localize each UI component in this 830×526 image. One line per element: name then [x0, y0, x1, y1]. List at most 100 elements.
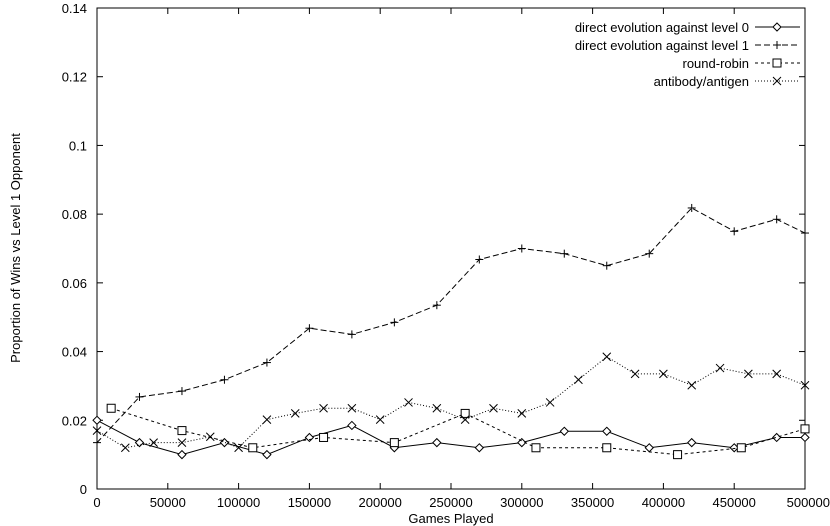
data-point	[177, 387, 186, 396]
legend-marker	[772, 22, 782, 32]
data-point	[390, 318, 399, 327]
data-point	[432, 403, 442, 413]
data-point	[262, 358, 271, 367]
data-point	[106, 403, 116, 413]
series-line	[111, 407, 806, 456]
data-point	[177, 449, 187, 460]
x-tick-label: 200000	[359, 495, 402, 510]
data-point	[389, 438, 399, 448]
data-point	[489, 403, 498, 413]
legend-marker	[772, 76, 782, 86]
legend-label: direct evolution against level 1	[575, 38, 749, 53]
series-line	[96, 356, 806, 449]
data-point	[134, 437, 145, 448]
y-tick-label: 0.14	[62, 1, 87, 16]
data-point	[375, 415, 385, 424]
data-point	[659, 369, 668, 379]
x-tick-label: 150000	[288, 495, 331, 510]
x-tick-label: 500000	[787, 495, 830, 510]
data-point	[531, 443, 541, 453]
data-point	[800, 424, 810, 434]
legend-label: round-robin	[683, 56, 750, 71]
data-point	[474, 443, 485, 453]
data-point	[432, 437, 442, 448]
data-point	[645, 249, 654, 258]
data-point	[602, 443, 612, 453]
data-point	[800, 380, 810, 390]
data-point	[801, 229, 809, 238]
y-tick-label: 0	[80, 482, 87, 497]
y-tick-label: 0.02	[62, 413, 87, 428]
data-point	[630, 369, 640, 379]
y-tick-label: 0.08	[62, 207, 87, 222]
data-point	[347, 403, 357, 413]
data-point	[290, 409, 300, 418]
series-line	[96, 419, 805, 456]
data-point	[92, 415, 102, 425]
x-axis-label: Games Played	[408, 511, 493, 526]
series-layer	[92, 203, 810, 460]
x-tick-label: 450000	[713, 495, 756, 510]
data-point	[149, 438, 158, 447]
y-tick-label: 0.04	[62, 345, 87, 360]
legend-label: direct evolution against level 0	[575, 20, 749, 35]
data-point	[736, 443, 746, 453]
data-point	[517, 437, 527, 448]
series-line	[96, 207, 806, 443]
data-point	[262, 449, 272, 460]
y-axis-label: Proportion of Wins vs Level 1 Opponent	[8, 133, 23, 363]
data-point	[305, 324, 314, 333]
data-point	[135, 392, 144, 401]
x-tick-label: 350000	[571, 495, 614, 510]
data-point	[92, 426, 102, 435]
data-point	[460, 415, 470, 424]
data-point	[687, 203, 696, 212]
data-point	[602, 426, 612, 436]
data-point	[559, 426, 569, 436]
legend-marker	[773, 41, 781, 49]
x-tick-label: 100000	[217, 495, 260, 510]
data-point	[687, 437, 697, 448]
legend: direct evolution against level 0 direct e…	[575, 20, 800, 89]
data-point	[771, 432, 782, 443]
data-point	[560, 249, 569, 258]
data-point	[234, 443, 243, 453]
series-2	[93, 203, 809, 447]
data-point	[220, 375, 229, 384]
y-tick-label: 0.12	[62, 70, 87, 85]
data-point	[93, 438, 101, 447]
data-point	[347, 420, 357, 431]
data-point	[460, 408, 470, 418]
data-point	[304, 432, 315, 443]
data-point	[517, 244, 526, 253]
series-3	[106, 403, 810, 460]
data-point	[517, 409, 527, 418]
data-point	[715, 363, 725, 373]
data-point	[205, 432, 215, 442]
data-point	[475, 255, 484, 264]
data-point	[730, 227, 739, 236]
data-point	[262, 415, 272, 424]
data-point	[432, 301, 441, 310]
legend-label: antibody/antigen	[654, 74, 749, 89]
series-1	[92, 415, 810, 460]
legend-marker	[772, 58, 782, 68]
data-point	[319, 432, 329, 442]
data-point	[120, 443, 130, 453]
data-point	[644, 443, 654, 453]
series-4	[92, 352, 810, 453]
data-point	[177, 438, 187, 447]
y-tick-label: 0.06	[62, 276, 87, 291]
data-point	[347, 330, 356, 339]
x-tick-label: 300000	[500, 495, 543, 510]
data-point	[673, 450, 683, 460]
data-point	[602, 261, 611, 270]
axis-ticks: 0 50000 100000 150000 200000 250000 300000 3500…	[62, 1, 830, 510]
data-point	[602, 352, 612, 362]
y-tick-label: 0.1	[69, 138, 87, 153]
data-point	[177, 426, 187, 436]
data-point	[772, 215, 781, 224]
data-point	[800, 432, 810, 443]
x-tick-label: 0	[93, 495, 100, 510]
data-point	[687, 380, 697, 390]
